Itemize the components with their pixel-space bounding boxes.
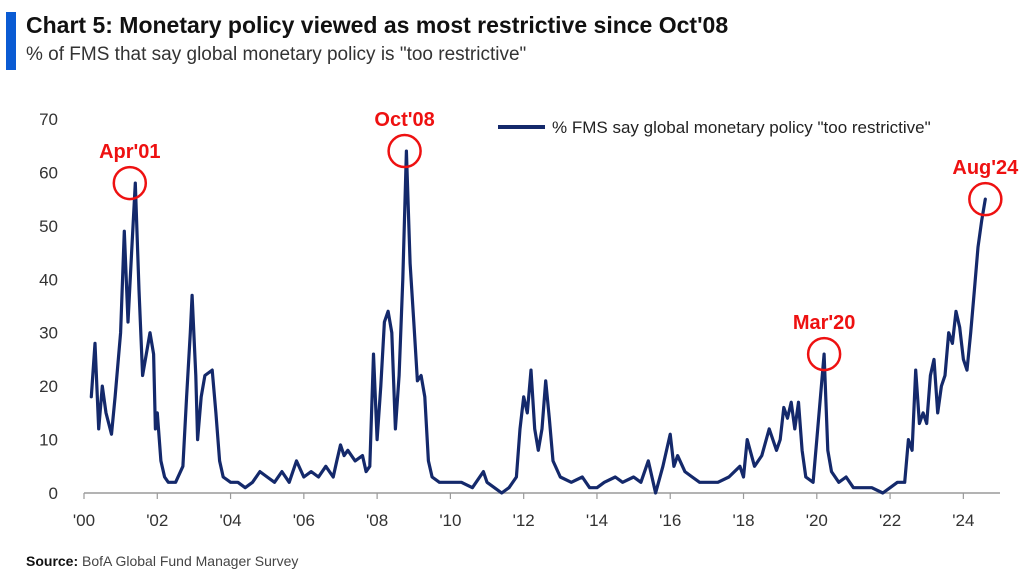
y-tick-label: 60 [39, 163, 58, 182]
x-tick-label: '20 [806, 511, 828, 530]
annotation-circle [968, 181, 1003, 217]
x-tick-label: '10 [439, 511, 461, 530]
x-axis: '00 '02 '04 '06 '08 '10 '12 '14 '16 '18 '20 '22 '24 [73, 492, 1000, 530]
annotation-circle [112, 165, 148, 201]
x-tick-label: '14 [586, 511, 608, 530]
annotation-label: Apr'01 [99, 141, 160, 163]
y-tick-label: 40 [39, 270, 58, 289]
annotation-label: Aug'24 [952, 157, 1019, 179]
y-axis: 0 10 20 30 40 50 60 70 [39, 110, 58, 503]
x-tick-label: '02 [146, 511, 168, 530]
annotation-circle [387, 133, 422, 169]
x-tick-label: '22 [879, 511, 901, 530]
series-line [89, 149, 987, 495]
y-tick-label: 0 [49, 484, 58, 503]
title-accent-bar [6, 12, 16, 70]
x-tick-label: '00 [73, 511, 95, 530]
annotation-circle [806, 336, 842, 372]
y-tick-label: 30 [39, 324, 58, 343]
annotation-label: Mar'20 [793, 312, 856, 334]
source-label: Source: [26, 553, 79, 569]
x-tick-label: '12 [513, 511, 535, 530]
x-tick-label: '24 [952, 511, 974, 530]
source-text: BofA Global Fund Manager Survey [82, 553, 299, 569]
chart-title: Chart 5: Monetary policy viewed as most … [26, 12, 729, 38]
y-tick-label: 20 [39, 377, 58, 396]
x-tick-label: '04 [219, 511, 241, 530]
x-tick-label: '16 [659, 511, 681, 530]
y-tick-label: 10 [39, 431, 58, 450]
chart-subtitle: % of FMS that say global monetary policy… [26, 44, 527, 65]
legend: % FMS say global monetary policy "too re… [498, 118, 931, 137]
series-group [89, 149, 987, 495]
y-tick-label: 70 [39, 110, 58, 129]
x-tick-label: '06 [293, 511, 315, 530]
source-note: Source: BofA Global Fund Manager Survey [26, 553, 298, 569]
x-tick-label: '18 [732, 511, 754, 530]
legend-label: % FMS say global monetary policy "too re… [552, 118, 931, 137]
y-tick-label: 50 [39, 217, 58, 236]
annotation-label: Oct'08 [374, 109, 434, 131]
annotations-group: Apr'01 Oct'08 Mar'20 Aug'24 [99, 109, 1019, 372]
x-tick-label: '08 [366, 511, 388, 530]
